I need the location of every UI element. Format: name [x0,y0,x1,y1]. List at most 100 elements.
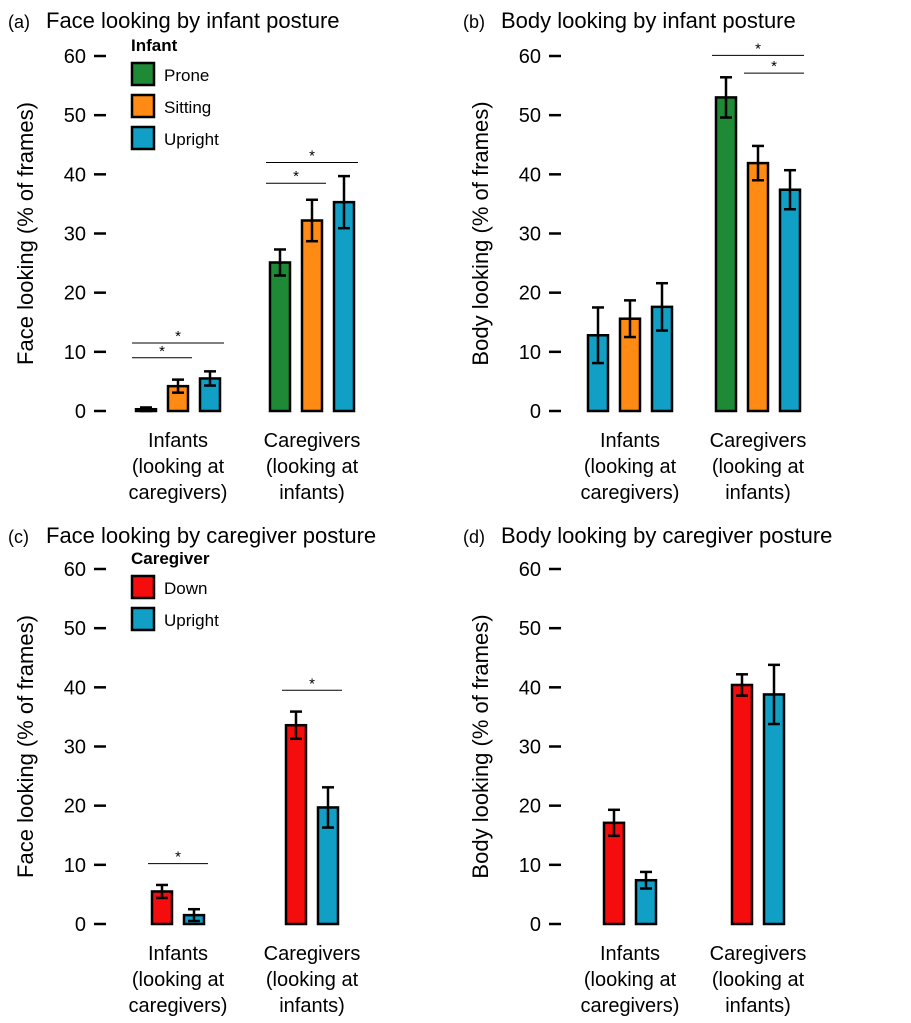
significance-star: * [755,40,761,57]
panel-title: Face looking by infant posture [46,8,340,33]
legend-swatch-sitting [130,93,156,119]
x-category-label: (looking at [266,456,359,478]
error-bar [274,248,286,277]
error-bar [188,907,200,923]
error-bar [768,663,780,726]
legend-swatch-upright [130,606,156,632]
legend-label: Sitting [164,98,211,117]
x-category-label: (looking at [584,456,677,478]
legend: Infant Prone Sitting Upright [130,36,219,151]
significance-marker: * [266,148,358,165]
x-category-label: infants) [279,482,345,504]
x-category-label: Infants [600,943,660,965]
y-tick-label: 60 [64,559,86,581]
x-category-label: (looking at [132,456,225,478]
y-tick-label: 0 [75,401,86,423]
significance-star: * [159,343,165,360]
error-bar [752,144,764,182]
y-tick-label: 50 [64,105,86,127]
panel-label: (a) [8,12,30,32]
y-tick-label: 30 [64,224,86,246]
error-bar [140,406,152,413]
bar-prone [268,261,292,413]
bar-sitting [300,219,324,413]
x-category-label: (looking at [584,969,677,991]
significance-star: * [771,58,777,75]
error-bar [624,299,636,339]
y-tick-label: 10 [519,342,541,364]
bar-upright [762,693,786,926]
y-tick-label: 10 [64,342,86,364]
panel-title: Face looking by caregiver posture [46,523,376,548]
error-bar [338,174,350,230]
chart-panel-c: (c) Face looking by caregiver posture Face… [8,523,376,1017]
y-axis-label: Face looking (% of frames) [13,615,38,878]
x-category-label: Caregivers [710,943,807,965]
y-tick-label: 10 [64,855,86,877]
legend-swatch-upright [130,125,156,151]
y-axis-label: Face looking (% of frames) [13,102,38,365]
legend-label: Upright [164,611,219,630]
legend: Caregiver Down Upright [130,549,219,632]
legend-title: Caregiver [131,549,210,568]
y-tick-label: 40 [64,677,86,699]
legend-swatch-down [130,574,156,600]
x-category-label: Caregivers [264,430,361,452]
bar-down [602,821,626,926]
significance-star: * [293,168,299,185]
y-tick-label: 60 [64,46,86,68]
y-tick-label: 20 [519,283,541,305]
error-bar [736,673,748,697]
bar-upright [778,188,802,413]
x-category-label: caregivers) [129,995,228,1017]
significance-marker: * [148,849,208,866]
y-tick-label: 10 [519,855,541,877]
x-category-label: caregivers) [581,482,680,504]
x-category-label: Infants [600,430,660,452]
error-bar [784,168,796,211]
y-tick-label: 0 [75,914,86,936]
panel-title: Body looking by infant posture [501,8,796,33]
panel-title: Body looking by caregiver posture [501,523,832,548]
bar-down [284,723,308,926]
significance-star: * [309,148,315,165]
panel-label: (b) [463,12,485,32]
x-category-label: infants) [725,995,791,1017]
x-category-label: infants) [279,995,345,1017]
x-category-label: caregivers) [129,482,228,504]
significance-marker: * [132,328,224,345]
significance-marker: * [744,58,804,75]
x-category-label: Caregivers [710,430,807,452]
legend-label: Down [164,579,207,598]
significance-star: * [309,675,315,692]
legend-label: Upright [164,130,219,149]
y-tick-label: 30 [64,737,86,759]
y-tick-label: 50 [64,618,86,640]
y-tick-label: 20 [64,796,86,818]
chart-panel-b: (b) Body looking by infant posture Body lo… [463,8,806,504]
bar-prone [714,96,738,413]
y-tick-label: 20 [519,796,541,818]
significance-marker: * [266,168,326,185]
y-tick-label: 50 [519,618,541,640]
y-tick-label: 0 [530,914,541,936]
x-category-label: (looking at [712,969,805,991]
x-category-label: infants) [725,482,791,504]
error-bar [720,76,732,119]
bar-down [730,683,754,926]
legend-label: Prone [164,66,209,85]
significance-star: * [175,849,181,866]
legend-swatch-prone [130,61,156,87]
x-category-label: (looking at [132,969,225,991]
chart-panel-a: (a) Face looking by infant posture Face lo… [8,8,360,504]
error-bar [322,786,334,829]
y-tick-label: 0 [530,401,541,423]
y-tick-label: 30 [519,224,541,246]
error-bar [156,883,168,900]
significance-star: * [175,328,181,345]
error-bar [592,306,604,365]
x-category-label: (looking at [712,456,805,478]
panel-label: (c) [8,527,29,547]
error-bar [640,870,652,890]
bar-upright [332,200,356,413]
